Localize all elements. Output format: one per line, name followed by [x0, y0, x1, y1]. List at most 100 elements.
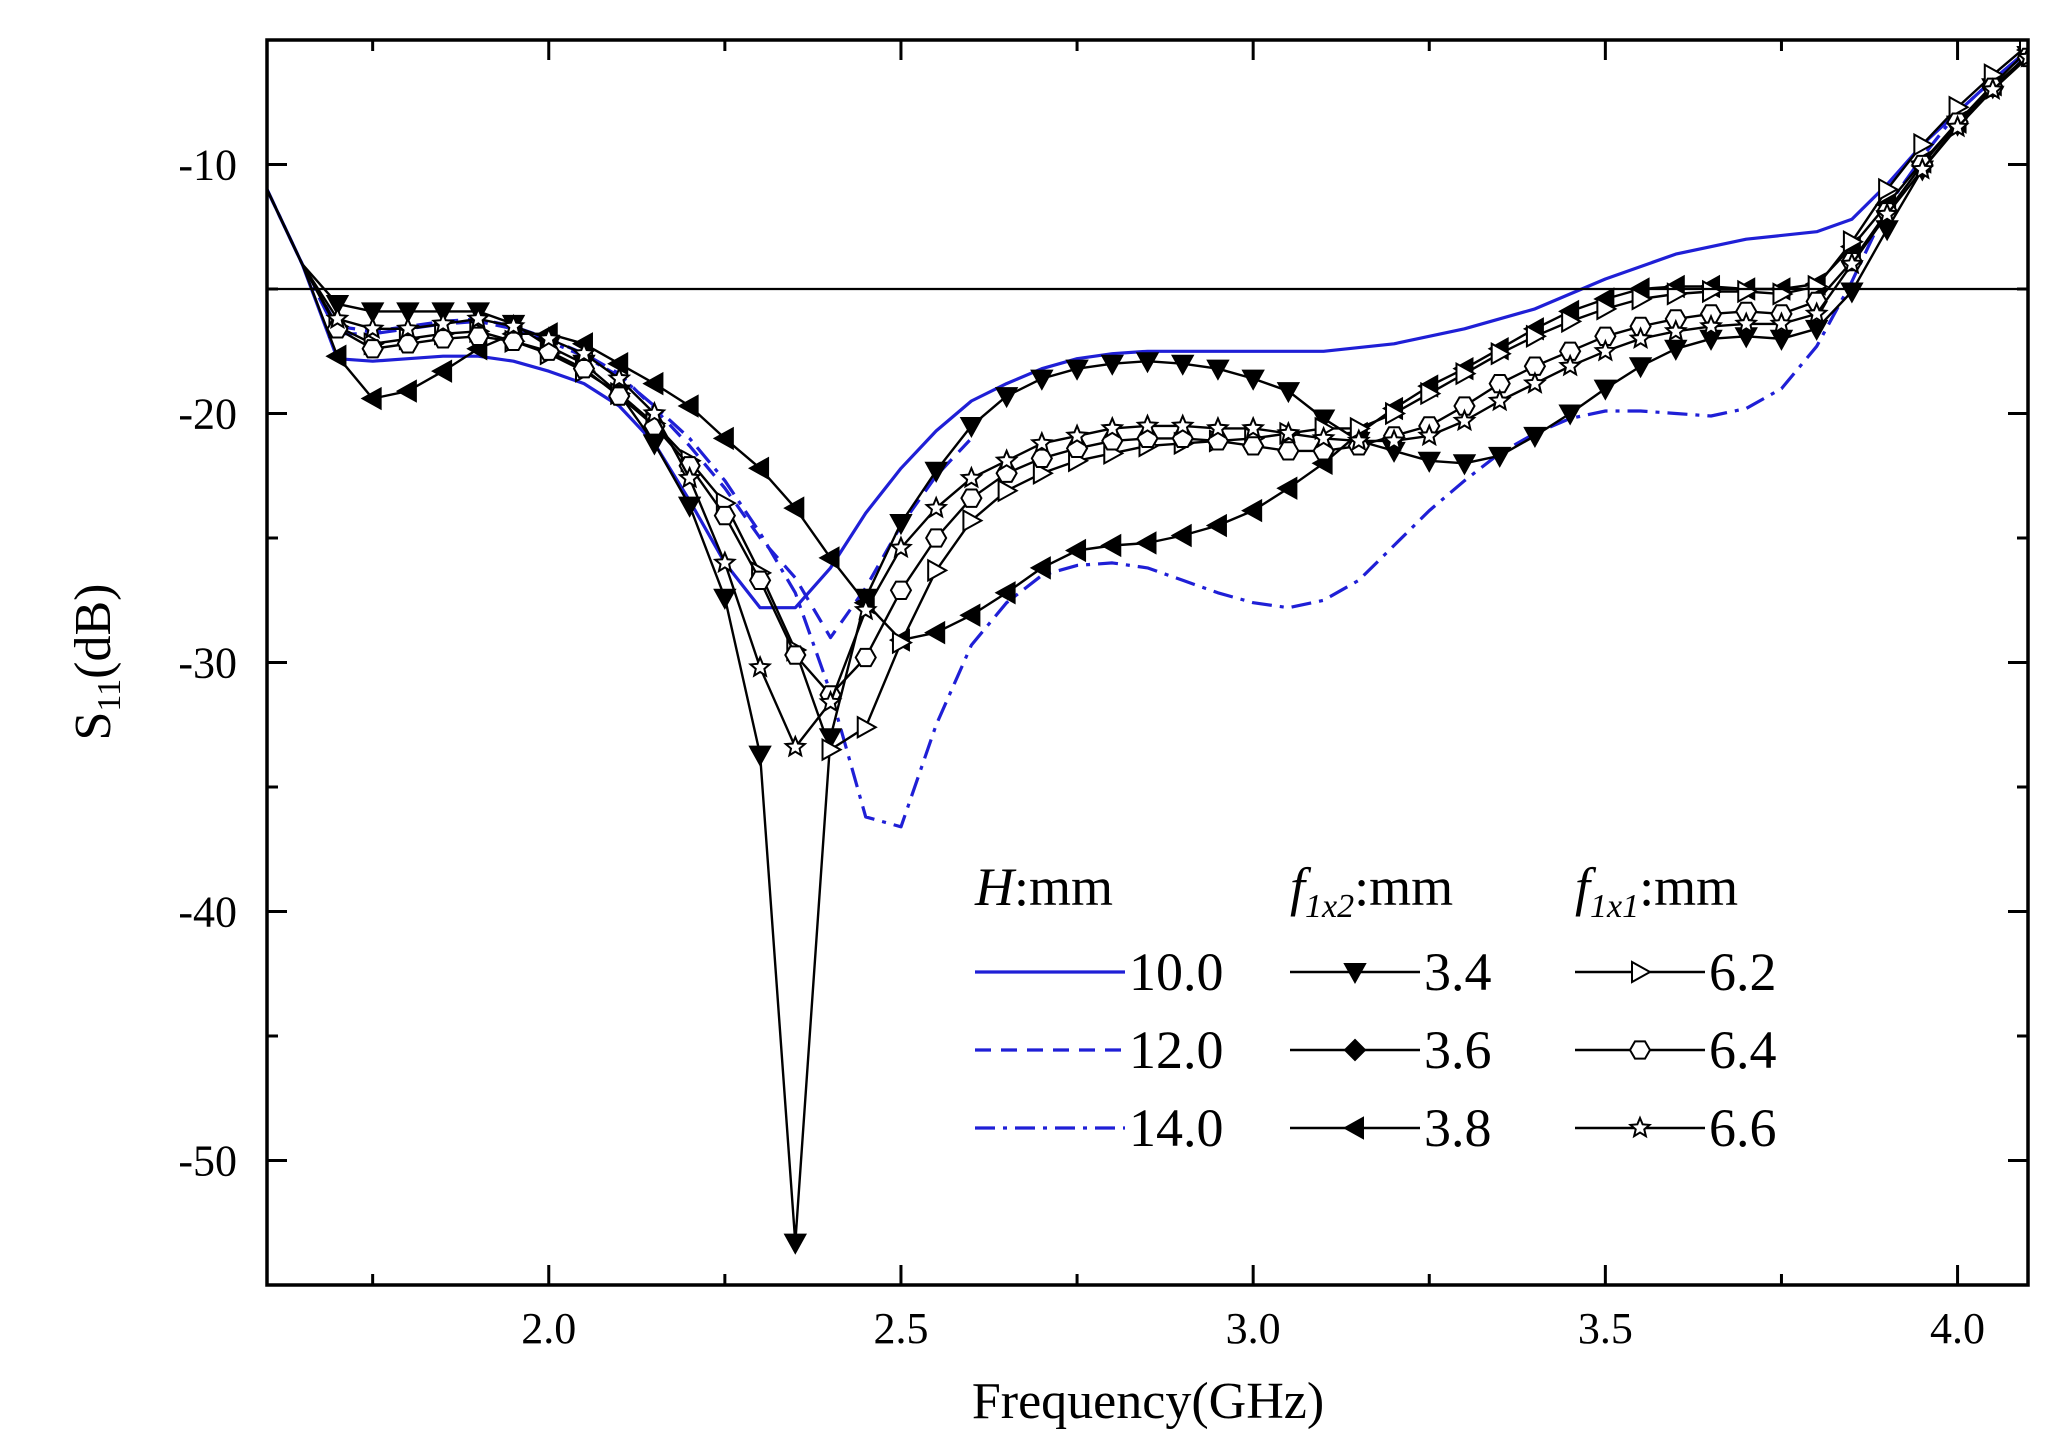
data-point-marker: [1276, 382, 1301, 404]
legend-label: 3.8: [1424, 1098, 1492, 1158]
data-point-marker: [396, 302, 420, 324]
data-point-marker: [360, 302, 385, 324]
data-point-marker: [1488, 373, 1511, 394]
data-point-marker: [1452, 454, 1477, 476]
legend-head-h: H:mm: [974, 857, 1113, 917]
data-point-marker: [1417, 423, 1442, 447]
legend-label: 3.4: [1424, 942, 1492, 1002]
data-point-marker: [748, 745, 772, 767]
data-point-marker: [1664, 339, 1688, 361]
data-point-marker: [1205, 513, 1227, 538]
data-point-marker: [1420, 381, 1442, 406]
data-point-marker: [607, 366, 632, 389]
y-tick-label: -10: [178, 141, 237, 190]
data-point-marker: [360, 386, 382, 411]
legend-entry-H-14.0: 14.0: [975, 1098, 1224, 1158]
data-point-marker: [1842, 229, 1864, 254]
data-point-marker: [1065, 359, 1089, 381]
legend-head-f1x2-sub: 1x2: [1305, 888, 1354, 925]
y-axis-title-main: S: [65, 712, 122, 741]
data-point-marker: [959, 603, 981, 627]
y-tick-label: -40: [178, 888, 237, 937]
x-axis-title: Frequency(GHz): [972, 1373, 1324, 1430]
legend-label: 10.0: [1129, 942, 1224, 1002]
data-point-marker: [466, 306, 491, 330]
data-point-marker: [783, 1233, 807, 1255]
legend-label: 14.0: [1129, 1098, 1224, 1158]
data-point-marker: [924, 495, 949, 519]
legend-marker: [1343, 1038, 1367, 1062]
data-point-marker: [1769, 329, 1794, 351]
data-point-marker: [818, 546, 840, 570]
data-point-marker: [431, 359, 453, 383]
data-point-marker: [1523, 426, 1547, 448]
data-point-marker: [924, 461, 948, 483]
data-point-marker: [962, 508, 984, 533]
series-line: [267, 51, 2028, 829]
data-point-marker: [1980, 77, 2005, 100]
data-point-marker: [1558, 341, 1582, 361]
x-tick-label: 4.0: [1930, 1304, 1985, 1353]
data-point-marker: [325, 294, 350, 316]
data-point-marker: [1241, 498, 1263, 523]
data-point-marker: [1170, 413, 1195, 437]
data-point-marker: [1276, 420, 1301, 444]
data-point-marker: [1030, 369, 1054, 391]
data-point-marker: [1910, 156, 1935, 180]
data-point-marker: [1312, 441, 1335, 461]
legend-entry-f1x1-6.2: 6.2: [1575, 942, 1777, 1002]
data-point-marker: [361, 339, 384, 359]
data-point-marker: [1206, 431, 1230, 451]
data-point-marker: [467, 326, 490, 346]
data-point-marker: [571, 341, 596, 364]
legend-head-h-italic: H: [974, 857, 1017, 917]
data-point-marker: [1561, 309, 1583, 334]
data-point-marker: [1065, 423, 1090, 447]
data-point-marker: [748, 456, 770, 480]
legend-head-f1x2-rest: :mm: [1354, 857, 1453, 917]
series-f1x1-6.6: [267, 44, 2028, 758]
data-point-marker: [854, 647, 877, 668]
legend-head-h-rest: :mm: [1014, 857, 1113, 917]
data-point-marker: [889, 514, 913, 536]
legend-entry-f1x2-3.4: 3.4: [1290, 942, 1492, 1002]
data-point-marker: [1205, 415, 1230, 439]
legend-entry-H-10.0: 10.0: [975, 942, 1224, 1002]
y-axis-title: S11(dB): [65, 584, 128, 741]
series-line: [267, 48, 2028, 610]
data-point-marker: [748, 570, 772, 590]
data-point-marker: [889, 580, 913, 600]
data-point-marker: [1029, 430, 1054, 454]
data-point-marker: [856, 715, 878, 739]
data-point-marker: [1558, 353, 1583, 377]
data-point-marker: [325, 306, 350, 330]
data-point-marker: [1804, 319, 1829, 341]
data-point-marker: [1346, 428, 1371, 452]
data-point-marker: [713, 588, 737, 610]
ticks-layer: [267, 38, 2028, 1287]
y-tick-label: -30: [178, 639, 237, 688]
legend-label: 3.6: [1424, 1020, 1492, 1080]
data-point-marker: [325, 344, 347, 368]
data-point-marker: [1101, 431, 1124, 451]
data-point-marker: [1807, 274, 1829, 299]
data-point-marker: [1171, 428, 1194, 449]
data-point-marker: [712, 426, 734, 451]
y-tick-label: -20: [178, 390, 237, 439]
data-point-marker: [783, 734, 808, 758]
data-point-marker: [924, 620, 946, 645]
legend-marker: [1342, 1116, 1364, 1140]
data-point-marker: [1241, 369, 1265, 391]
series-H-14.0: [267, 51, 2028, 829]
y-axis-title-sub: 11: [91, 679, 128, 712]
data-point-marker: [677, 496, 702, 518]
series-layer: [267, 40, 2028, 1255]
data-point-marker: [1663, 318, 1688, 342]
data-point-marker: [1804, 301, 1829, 325]
data-point-marker: [891, 630, 914, 655]
data-point-marker: [994, 387, 1019, 409]
data-point-marker: [995, 463, 1018, 483]
x-tick-label: 3.0: [1226, 1304, 1281, 1353]
data-point-marker: [1311, 425, 1336, 449]
